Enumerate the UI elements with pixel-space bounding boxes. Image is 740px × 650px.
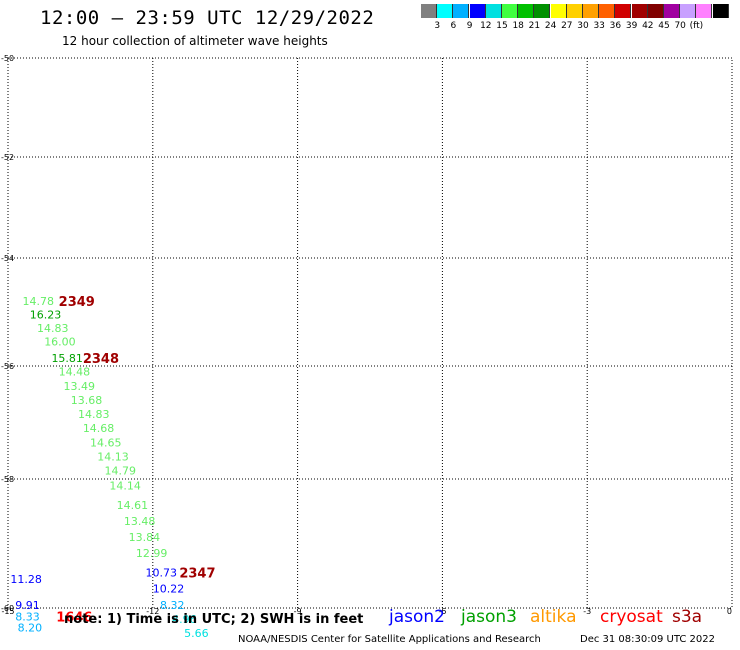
color-scale-swatch: [583, 4, 599, 18]
wave-height-label: 10.73: [146, 567, 178, 580]
color-scale-swatch: [502, 4, 518, 18]
wave-height-label: 16.23: [30, 309, 62, 322]
color-scale-swatch: [550, 4, 567, 18]
time-label: 2348: [83, 352, 119, 367]
wave-height-label: 8.20: [18, 621, 43, 634]
y-tick-label: -54: [1, 254, 14, 263]
wave-height-label: 16.00: [44, 336, 75, 349]
time-label: 1646: [56, 610, 92, 625]
x-tick-label: 0: [727, 607, 732, 616]
wave-height-label: 15.81: [51, 352, 83, 365]
color-scale-label: 21: [528, 21, 541, 31]
legend-entry-jason3: jason3: [461, 607, 517, 627]
footer-credit: NOAA/NESDIS Center for Satellite Applica…: [238, 634, 541, 645]
color-scale-label: 45: [658, 21, 670, 31]
time-label: 2347: [179, 567, 215, 582]
y-tick-label: -56: [1, 362, 14, 371]
color-scale-label: 36: [609, 21, 622, 31]
note-text: note: 1) Time is in UTC; 2) SWH is in fe…: [64, 612, 364, 627]
time-labels: 2349 2348 2347 1646: [56, 295, 215, 625]
wave-height-label: 14.61: [117, 499, 149, 512]
chart-title: 12:00 – 23:59 UTC 12/29/2022: [40, 7, 375, 29]
legend-entry-altika: altika: [530, 607, 577, 627]
color-scale-swatch: [566, 4, 583, 18]
color-scale-label: 3: [434, 21, 441, 31]
color-scale-swatch: [631, 4, 648, 18]
x-tick-label: -12: [146, 607, 159, 616]
x-tick-label: -9: [294, 607, 302, 616]
plot-frame: [7, 57, 733, 609]
x-tick-label: -15: [1, 607, 14, 616]
y-tick-label: -52: [1, 153, 14, 162]
color-scale-swatch: [664, 4, 680, 18]
wave-height-label: 13.84: [129, 531, 161, 544]
wave-height-label: 8.33: [15, 610, 39, 623]
wave-height-label: 14.13: [97, 450, 129, 463]
color-scale-label: 12: [480, 21, 492, 31]
wave-height-points: 14.7816.2314.8316.0015.8114.4813.4913.68…: [10, 295, 208, 640]
color-scale-swatch: [518, 4, 535, 18]
grid-lines: [7, 57, 733, 609]
color-scale-label: 24: [544, 21, 557, 31]
wave-height-label: 14.78: [22, 295, 54, 308]
wave-height-label: 14.79: [105, 465, 136, 478]
color-scale-swatch: [485, 4, 502, 18]
x-tick-label: -6: [438, 607, 446, 616]
color-scale-swatch: [599, 4, 616, 18]
color-scale-swatch: [680, 4, 697, 18]
footer-timestamp: Dec 31 08:30:09 UTC 2022: [580, 634, 715, 645]
y-tick-label: -60: [1, 604, 14, 613]
time-label: 2349: [59, 295, 95, 310]
color-scale-swatch: [647, 4, 664, 18]
color-scale-label: 30: [577, 21, 589, 31]
wave-height-label: 12.99: [136, 547, 168, 560]
color-scale-swatch: [615, 4, 632, 18]
color-scale-label: 70: [674, 21, 686, 31]
color-scale-swatch: [469, 4, 486, 18]
legend-entry-s3a: s3a: [672, 607, 703, 627]
color-scale-label: 18: [512, 21, 524, 31]
color-scale-label: 42: [642, 21, 654, 31]
x-tick-label: -3: [583, 607, 591, 616]
color-scale-label: 6: [450, 21, 457, 31]
wave-height-label: 14.68: [83, 422, 115, 435]
color-scale-swatch: [696, 4, 713, 18]
wave-height-label: 14.14: [109, 479, 141, 492]
chart-subtitle: 12 hour collection of altimeter wave hei…: [62, 34, 328, 48]
wave-height-label: 14.48: [59, 366, 91, 379]
wave-height-label: 13.49: [64, 380, 96, 393]
wave-height-label: 11.28: [10, 573, 42, 586]
wave-height-label: 13.68: [71, 394, 103, 407]
color-scale-label: 27: [561, 21, 573, 31]
color-scale-swatch: [421, 4, 437, 18]
color-scale-label: 39: [625, 21, 638, 31]
wave-height-label: 13.48: [124, 515, 156, 528]
wave-height-label: 10.22: [153, 583, 185, 596]
color-scale-label: (ft): [689, 21, 704, 31]
color-scale-label: 33: [593, 21, 605, 31]
axis-ticks: -15 -12 -9 -6 -3 0 -50 -52 -54 -56 -58 -60: [1, 54, 732, 616]
y-tick-label: -50: [1, 54, 14, 63]
color-scale-swatch: [453, 4, 470, 18]
y-tick-label: -58: [1, 475, 14, 484]
wave-height-label: 5.66: [184, 627, 209, 640]
color-scale-label: 15: [496, 21, 508, 31]
wave-height-label: 8.32: [160, 599, 185, 612]
wave-height-label: 9.91: [15, 599, 39, 612]
legend-entry-cryosat: cryosat: [600, 607, 663, 627]
wave-height-label: 14.83: [78, 408, 110, 421]
wave-height-label: 14.65: [90, 436, 122, 449]
color-scale-swatch: [437, 4, 454, 18]
wave-height-label: 4.96: [172, 613, 197, 626]
legend-entry-jason2: jason2: [389, 607, 445, 627]
color-scale-label: 9: [466, 21, 473, 31]
wave-height-label: 14.83: [37, 322, 69, 335]
color-scale-swatch: [712, 4, 729, 18]
color-scale-swatch: [534, 4, 551, 18]
